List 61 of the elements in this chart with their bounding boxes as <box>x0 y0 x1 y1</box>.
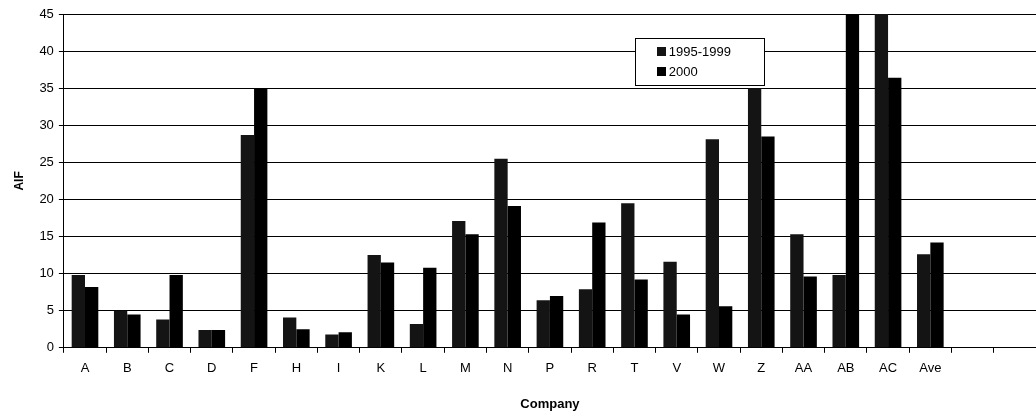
bar <box>283 317 297 348</box>
bar <box>211 330 226 348</box>
y-tick-label: 0 <box>46 339 54 355</box>
bar <box>790 234 804 348</box>
bar <box>832 275 846 348</box>
y-tick-label: 35 <box>39 79 54 95</box>
x-tick-label: L <box>419 360 427 376</box>
bar <box>536 300 550 348</box>
x-tick-label: Ave <box>919 360 942 376</box>
x-tick-label: B <box>122 360 132 376</box>
legend-label: 1995-1999 <box>668 44 731 60</box>
x-tick-label: C <box>164 360 175 376</box>
x-tick-label: AB <box>837 360 855 376</box>
bar <box>494 158 508 348</box>
bar <box>621 203 635 348</box>
bar <box>198 330 212 348</box>
bar <box>663 261 677 348</box>
y-tick-label: 5 <box>46 302 54 318</box>
bar <box>127 314 141 348</box>
y-tick-label: 45 <box>39 5 54 21</box>
bar <box>240 134 255 348</box>
y-tick-label: 40 <box>39 42 54 58</box>
x-tick-label: V <box>672 360 682 376</box>
x-tick-label: AA <box>794 360 813 376</box>
x-tick-label: I <box>336 360 341 376</box>
x-tick-label: Z <box>757 360 766 376</box>
x-tick-label: M <box>459 360 471 376</box>
x-tick-label: AC <box>879 360 898 376</box>
bar <box>676 314 691 348</box>
y-axis-title: AIF <box>11 171 26 191</box>
x-tick-label: T <box>630 360 639 376</box>
bar <box>325 334 339 348</box>
bar <box>705 139 719 348</box>
bar <box>71 275 85 348</box>
x-tick-label: W <box>712 360 726 376</box>
bar <box>367 255 381 348</box>
x-tick-label: F <box>250 360 259 376</box>
bar <box>452 220 466 348</box>
bar <box>409 324 424 348</box>
bar <box>296 329 310 348</box>
bar <box>874 14 889 348</box>
y-tick-label: 10 <box>39 265 54 281</box>
bar <box>747 88 762 348</box>
bar <box>156 319 170 348</box>
bar <box>338 332 352 348</box>
x-tick-label: K <box>376 360 386 376</box>
x-axis-title: Company <box>520 395 581 411</box>
y-tick-label: 20 <box>39 191 54 207</box>
y-tick-label: 25 <box>39 153 54 169</box>
y-tick-label: 30 <box>39 116 54 132</box>
bar <box>917 254 931 348</box>
y-tick-label: 15 <box>39 228 54 244</box>
x-tick-label: N <box>502 360 513 376</box>
legend-label: 2000 <box>668 64 698 80</box>
x-tick-label: H <box>291 360 302 376</box>
bar <box>578 289 593 348</box>
x-tick-label: D <box>207 360 217 376</box>
x-tick-label: P <box>545 360 555 376</box>
x-tick-label: A <box>80 360 90 376</box>
bar <box>113 310 128 348</box>
x-tick-label: R <box>587 360 597 376</box>
